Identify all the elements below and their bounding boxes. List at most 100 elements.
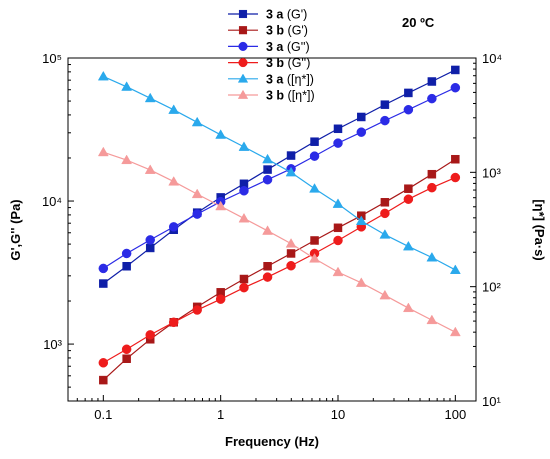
data-point bbox=[145, 243, 155, 253]
data-point bbox=[309, 183, 320, 193]
data-point bbox=[355, 215, 367, 226]
series-layer bbox=[97, 65, 461, 385]
data-point bbox=[380, 100, 390, 109]
data-point bbox=[168, 104, 180, 114]
data-point bbox=[427, 169, 437, 179]
data-point bbox=[379, 289, 391, 300]
series-line bbox=[102, 87, 456, 269]
data-point bbox=[144, 92, 156, 103]
data-point bbox=[309, 151, 320, 161]
data-point bbox=[426, 251, 438, 262]
data-point bbox=[451, 65, 460, 75]
legend-marker bbox=[237, 89, 249, 99]
data-point bbox=[310, 236, 319, 245]
temperature-annotation: 20 ºC bbox=[402, 15, 435, 30]
data-point bbox=[402, 240, 414, 251]
data-point bbox=[215, 294, 226, 304]
data-point bbox=[122, 354, 131, 363]
series-line bbox=[102, 158, 456, 381]
data-point bbox=[356, 127, 367, 137]
data-point bbox=[449, 326, 461, 337]
data-point bbox=[192, 305, 202, 315]
legend-marker bbox=[238, 26, 248, 35]
series-line bbox=[103, 75, 456, 271]
data-point bbox=[286, 260, 296, 271]
legend-marker bbox=[237, 73, 249, 83]
data-point bbox=[168, 222, 179, 232]
data-point bbox=[404, 88, 413, 98]
data-point bbox=[99, 279, 108, 288]
plot-frame bbox=[67, 57, 477, 402]
data-point bbox=[333, 138, 343, 148]
legend-marker bbox=[238, 9, 248, 19]
data-point bbox=[99, 375, 108, 385]
data-point bbox=[426, 314, 438, 325]
data-point bbox=[239, 186, 249, 196]
data-point bbox=[357, 112, 366, 122]
x-tick-label: 0.1 bbox=[94, 407, 112, 422]
series-line bbox=[102, 69, 456, 285]
data-point bbox=[332, 198, 344, 208]
data-point bbox=[121, 81, 133, 91]
data-point bbox=[97, 146, 109, 157]
left-y-tick-label: 10⁵ bbox=[42, 51, 62, 66]
data-point bbox=[144, 164, 156, 174]
data-point bbox=[380, 115, 390, 126]
series-1 bbox=[99, 154, 460, 385]
data-point bbox=[262, 272, 273, 282]
data-point bbox=[191, 188, 203, 199]
data-point bbox=[262, 174, 273, 185]
series-4 bbox=[97, 70, 461, 274]
data-point bbox=[355, 277, 367, 287]
data-point bbox=[379, 229, 391, 239]
legend-item: 3 a (G'') bbox=[228, 40, 310, 54]
data-point bbox=[262, 225, 273, 235]
legend: 3 a (G') 3 b (G') 3 a (G'') 3 b (G'') 3 a ([… bbox=[228, 8, 315, 103]
x-tick-label: 1 bbox=[217, 407, 224, 422]
data-point bbox=[145, 330, 155, 340]
legend-item: 3 b ([η*]) bbox=[228, 89, 315, 103]
series-5 bbox=[97, 146, 461, 337]
legend-marker bbox=[238, 58, 248, 68]
data-point bbox=[263, 262, 272, 271]
data-point bbox=[239, 282, 249, 293]
data-point bbox=[380, 198, 390, 207]
data-point bbox=[97, 70, 109, 81]
data-point bbox=[403, 104, 414, 115]
right-y-axis-ticks: 10¹ 10² 10³ 10⁴ bbox=[470, 51, 502, 409]
series-line bbox=[103, 176, 456, 364]
data-point bbox=[98, 263, 109, 274]
data-point bbox=[449, 264, 461, 274]
series-3 bbox=[98, 172, 461, 368]
data-point bbox=[215, 129, 227, 139]
data-point bbox=[309, 253, 320, 263]
data-point bbox=[168, 317, 179, 328]
data-point bbox=[403, 194, 414, 204]
data-point bbox=[286, 249, 296, 258]
data-point bbox=[333, 235, 343, 246]
data-point bbox=[121, 344, 132, 355]
legend-item: 3 b (G'') bbox=[228, 56, 310, 70]
left-y-axis-ticks: 10³ 10⁴ 10⁵ bbox=[42, 51, 74, 402]
data-point bbox=[427, 93, 437, 104]
data-point bbox=[121, 154, 133, 165]
legend-marker bbox=[238, 41, 248, 51]
data-point bbox=[404, 184, 413, 193]
right-y-tick-label: 10¹ bbox=[482, 394, 501, 409]
data-point bbox=[310, 137, 319, 146]
data-point bbox=[380, 208, 390, 219]
data-point bbox=[122, 262, 131, 271]
left-y-tick-label: 10³ bbox=[43, 337, 62, 352]
legend-label: 3 b (G') bbox=[266, 24, 308, 38]
legend-item: 3 a ([η*]) bbox=[228, 72, 314, 86]
data-point bbox=[450, 172, 461, 183]
data-point bbox=[451, 154, 460, 164]
data-point bbox=[121, 248, 132, 259]
data-point bbox=[450, 82, 461, 93]
data-point bbox=[332, 266, 344, 277]
x-axis-ticks: 0.1 1 10 100 bbox=[67, 395, 466, 422]
data-point bbox=[285, 238, 297, 248]
data-point bbox=[239, 274, 249, 284]
series-line bbox=[103, 151, 456, 333]
